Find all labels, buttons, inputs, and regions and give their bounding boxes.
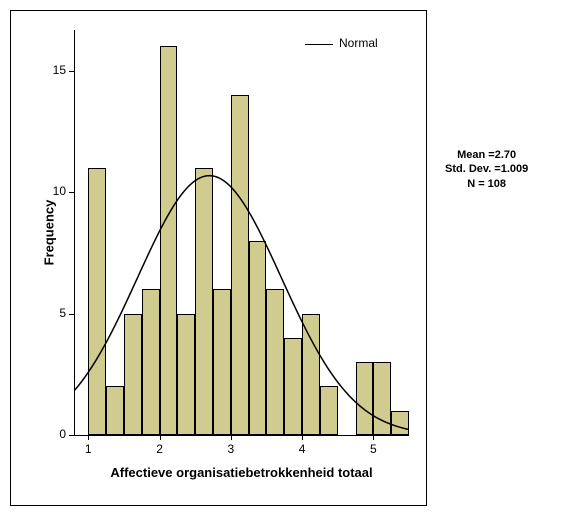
x-tick-label: 4 bbox=[292, 442, 312, 456]
histogram-bar bbox=[142, 289, 160, 435]
y-tick-label: 15 bbox=[53, 63, 66, 77]
stat-mean: Mean =2.70 bbox=[445, 148, 528, 162]
histogram-bar bbox=[160, 46, 178, 435]
histogram-bar bbox=[356, 362, 374, 435]
histogram-bar bbox=[320, 386, 338, 435]
histogram-bar bbox=[284, 338, 302, 435]
y-tick-label: 0 bbox=[59, 427, 66, 441]
histogram-bar bbox=[213, 289, 231, 435]
histogram-bar bbox=[177, 314, 195, 435]
y-tick-label: 10 bbox=[53, 184, 66, 198]
histogram-bar bbox=[373, 362, 391, 435]
x-tick-label: 5 bbox=[363, 442, 383, 456]
stat-n: N = 108 bbox=[445, 177, 528, 191]
y-axis-label: Frequency bbox=[41, 199, 56, 265]
histogram-bar bbox=[231, 95, 249, 435]
histogram-bar bbox=[124, 314, 142, 435]
histogram-bar bbox=[266, 289, 284, 435]
x-tick-label: 3 bbox=[221, 442, 241, 456]
chart-container: 1 2 3 4 5 0 5 10 15 Frequency Affectieve organis… bbox=[0, 0, 577, 514]
statistics-text: Mean =2.70 Std. Dev. =1.009 N = 108 bbox=[445, 148, 528, 191]
legend-line-icon bbox=[305, 44, 333, 45]
y-tick-label: 5 bbox=[59, 306, 66, 320]
histogram-bar bbox=[195, 168, 213, 435]
histogram-bar bbox=[249, 241, 267, 435]
plot-area bbox=[74, 30, 409, 435]
histogram-bar bbox=[302, 314, 320, 435]
x-tick-label: 2 bbox=[150, 442, 170, 456]
stat-std: Std. Dev. =1.009 bbox=[445, 162, 528, 176]
histogram-bar bbox=[106, 386, 124, 435]
histogram-bar bbox=[391, 411, 409, 435]
x-axis-label: Affectieve organisatiebetrokkenheid tota… bbox=[74, 465, 409, 480]
x-tick-label: 1 bbox=[78, 442, 98, 456]
legend-label: Normal bbox=[339, 36, 378, 50]
histogram-bar bbox=[88, 168, 106, 435]
